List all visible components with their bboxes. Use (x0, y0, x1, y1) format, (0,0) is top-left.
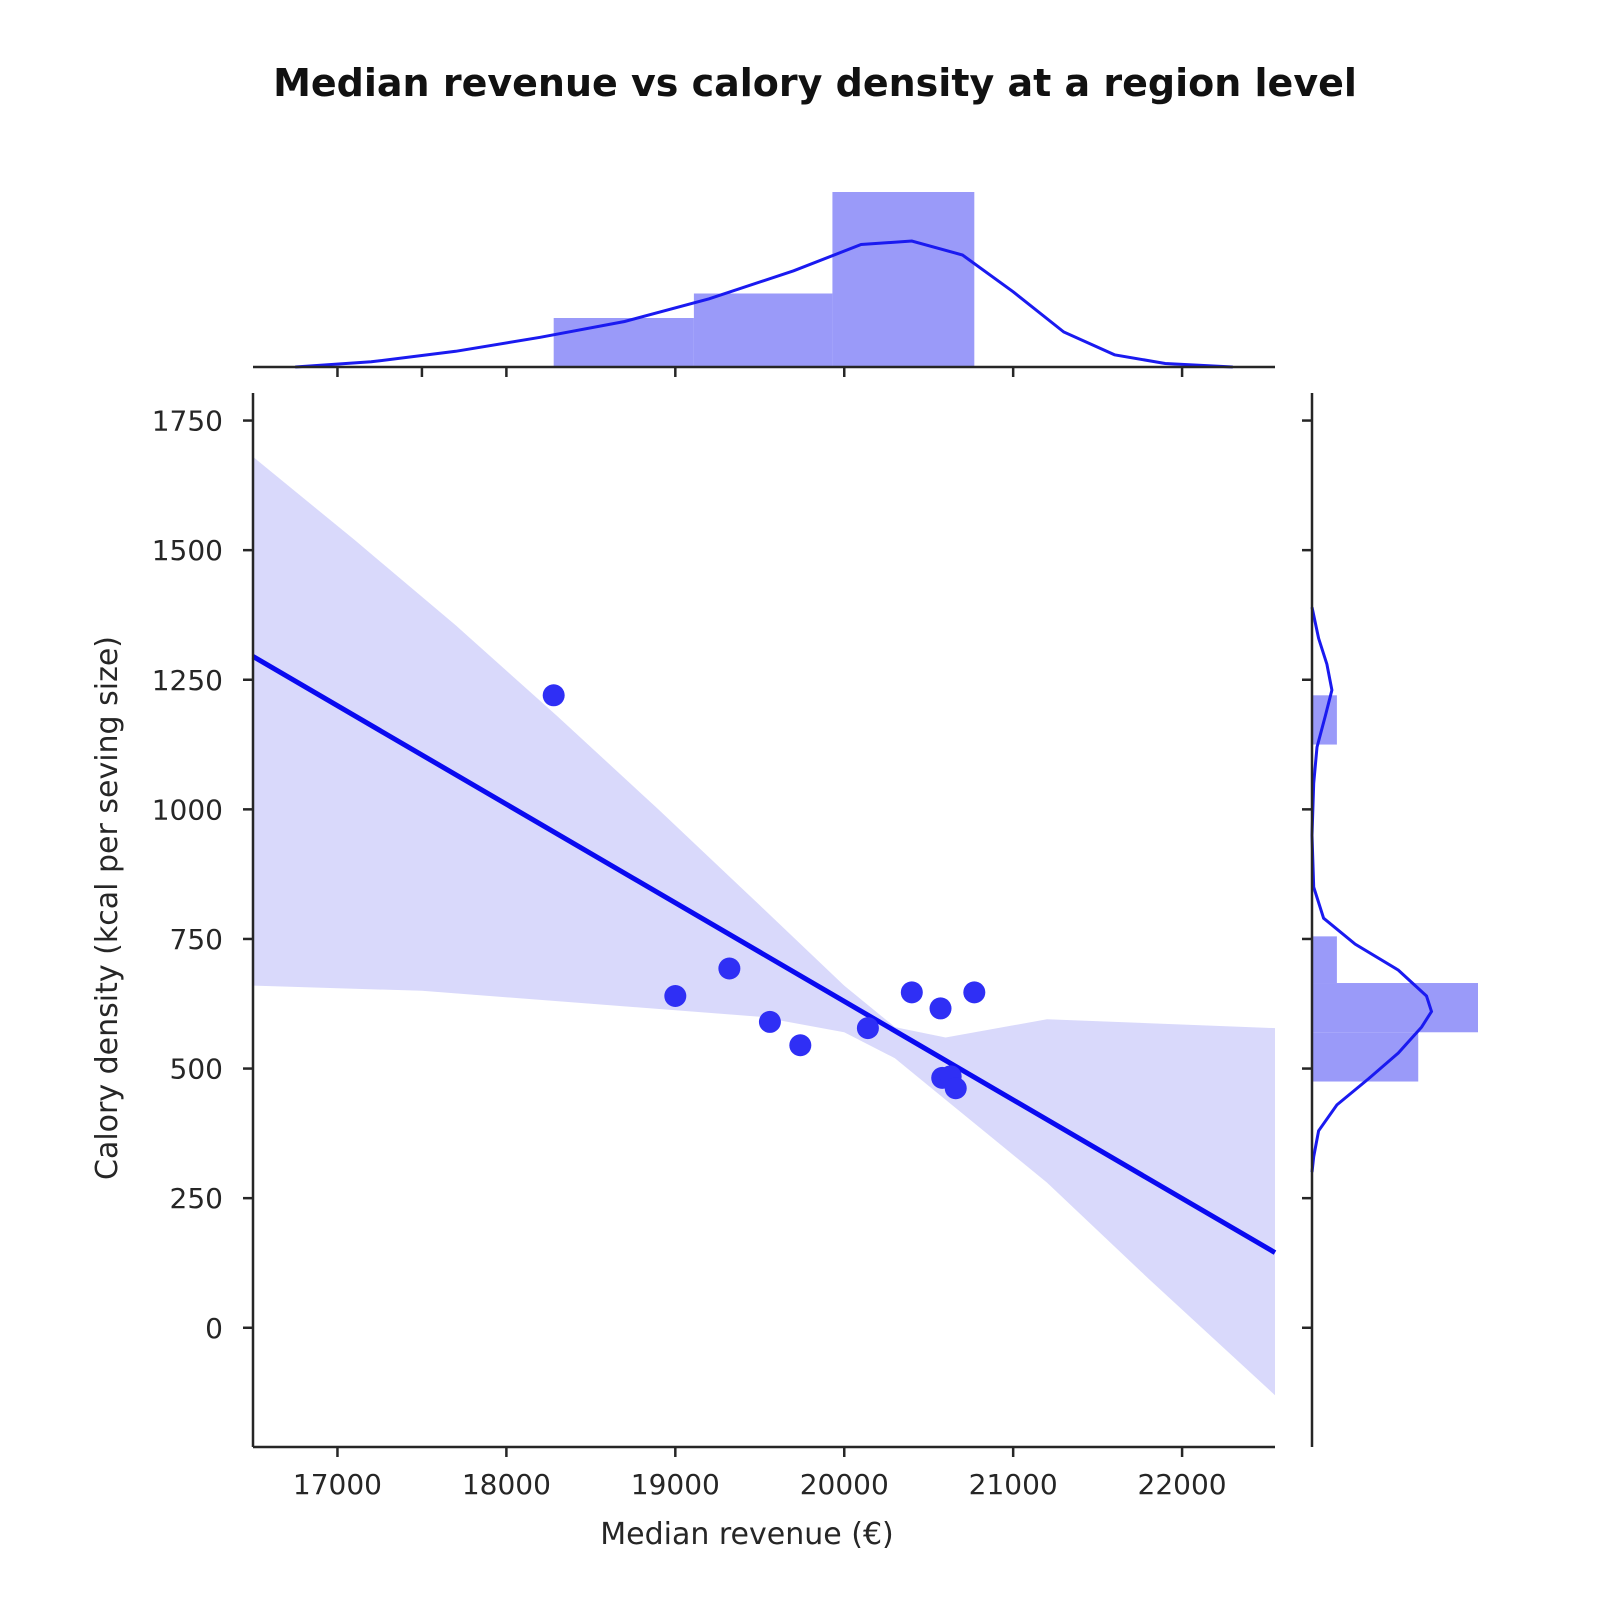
y-tick-label: 1250 (152, 664, 223, 697)
x-tick-label: 19000 (631, 1468, 720, 1501)
marginal-x-bar (553, 318, 694, 367)
data-point (789, 1034, 812, 1057)
marginal-x-kde (295, 239, 1233, 369)
x-tick-label: 21000 (969, 1468, 1058, 1501)
data-point (718, 957, 741, 980)
scatter-plot-area: 17000 18000 19000 20000 21000 22000 0 250 500 750… (152, 393, 1277, 1501)
marginal-y-bar (1312, 936, 1337, 984)
marginal-x-bar (832, 192, 975, 367)
confidence-band (253, 456, 1275, 1396)
y-tick-label: 500 (170, 1053, 223, 1086)
data-point (929, 997, 952, 1020)
x-axis-label: Median revenue (€) (600, 1517, 894, 1552)
x-tick-label: 20000 (800, 1468, 889, 1501)
y-tick-label: 1750 (152, 405, 223, 438)
data-point (900, 981, 923, 1004)
data-point (542, 684, 565, 707)
y-tick-label: 250 (170, 1182, 223, 1215)
x-tick-label: 18000 (462, 1468, 551, 1501)
data-point (664, 984, 687, 1007)
marginal-y-bar (1312, 983, 1478, 1033)
marginal-x-bar (693, 293, 833, 367)
y-tick-label: 750 (170, 923, 223, 956)
marginal-y-bar (1312, 1032, 1419, 1082)
data-point (758, 1010, 781, 1033)
data-point (963, 981, 986, 1004)
marginal-y-kde (1310, 606, 1434, 1173)
chart-title: Median revenue vs calory density at a re… (273, 61, 1357, 105)
x-tick-label: 17000 (293, 1468, 382, 1501)
y-tick-label: 1000 (152, 793, 223, 826)
marginal-y-histogram (1302, 393, 1478, 1447)
data-point (856, 1017, 879, 1040)
y-axis-label: Calory density (kcal per seving size) (90, 636, 125, 1180)
y-tick-label: 1500 (152, 534, 223, 567)
marginal-x-histogram (253, 192, 1275, 377)
data-point (944, 1077, 967, 1100)
x-tick-label: 22000 (1138, 1468, 1227, 1501)
y-tick-label: 0 (205, 1312, 223, 1345)
regression-line (251, 654, 1277, 1255)
